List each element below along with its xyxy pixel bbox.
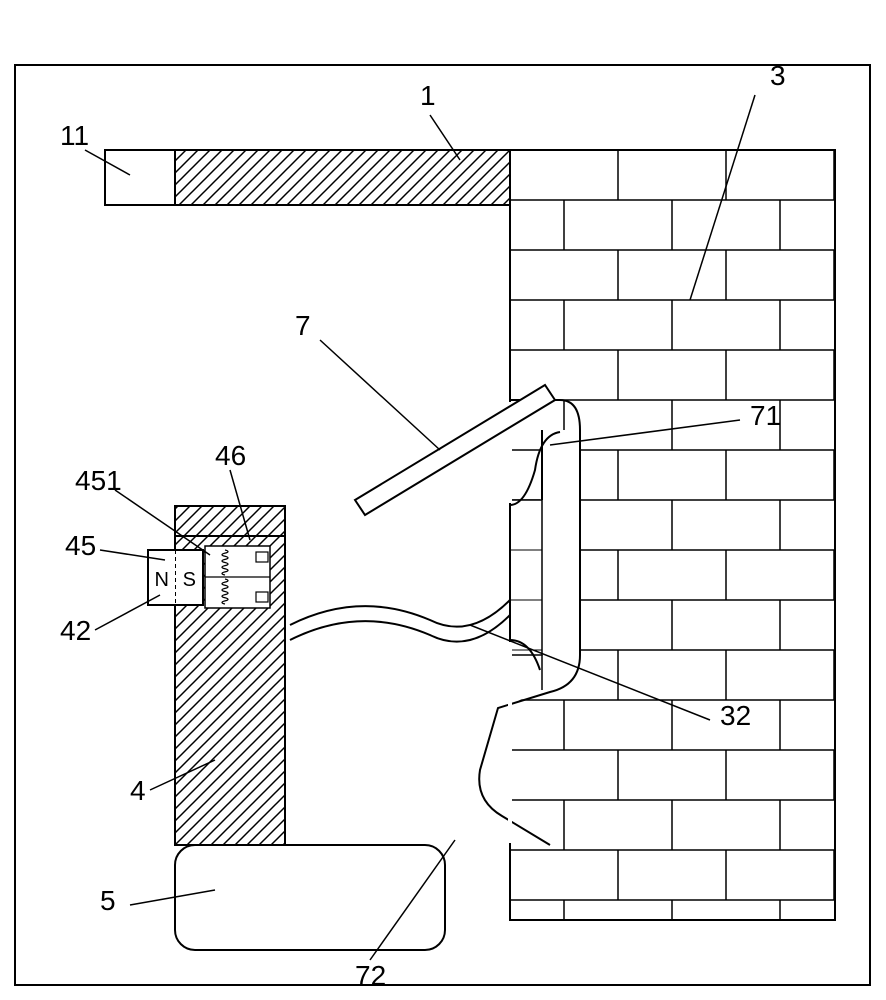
label-5: 5 <box>100 885 116 916</box>
label-71: 71 <box>750 400 781 431</box>
label-46: 46 <box>215 440 246 471</box>
leader-42 <box>95 595 160 630</box>
top-bar-plain <box>105 150 175 205</box>
label-4: 4 <box>130 775 146 806</box>
magnet-s-label: S <box>183 569 196 591</box>
label-42: 42 <box>60 615 91 646</box>
label-3: 3 <box>770 60 786 91</box>
label-45: 45 <box>65 530 96 561</box>
top-bar-hatched <box>175 150 510 205</box>
label-1: 1 <box>420 80 436 111</box>
label-32: 32 <box>720 700 751 731</box>
label-451: 451 <box>75 465 122 496</box>
brick-wall <box>479 150 835 920</box>
cap-46 <box>175 506 285 536</box>
wire-32 <box>290 600 510 627</box>
leader-7 <box>320 340 440 450</box>
label-11: 11 <box>60 120 89 151</box>
label-72: 72 <box>355 960 386 991</box>
magnet-n-label: N <box>155 569 169 591</box>
base-5 <box>175 845 445 950</box>
label-7: 7 <box>295 310 311 341</box>
